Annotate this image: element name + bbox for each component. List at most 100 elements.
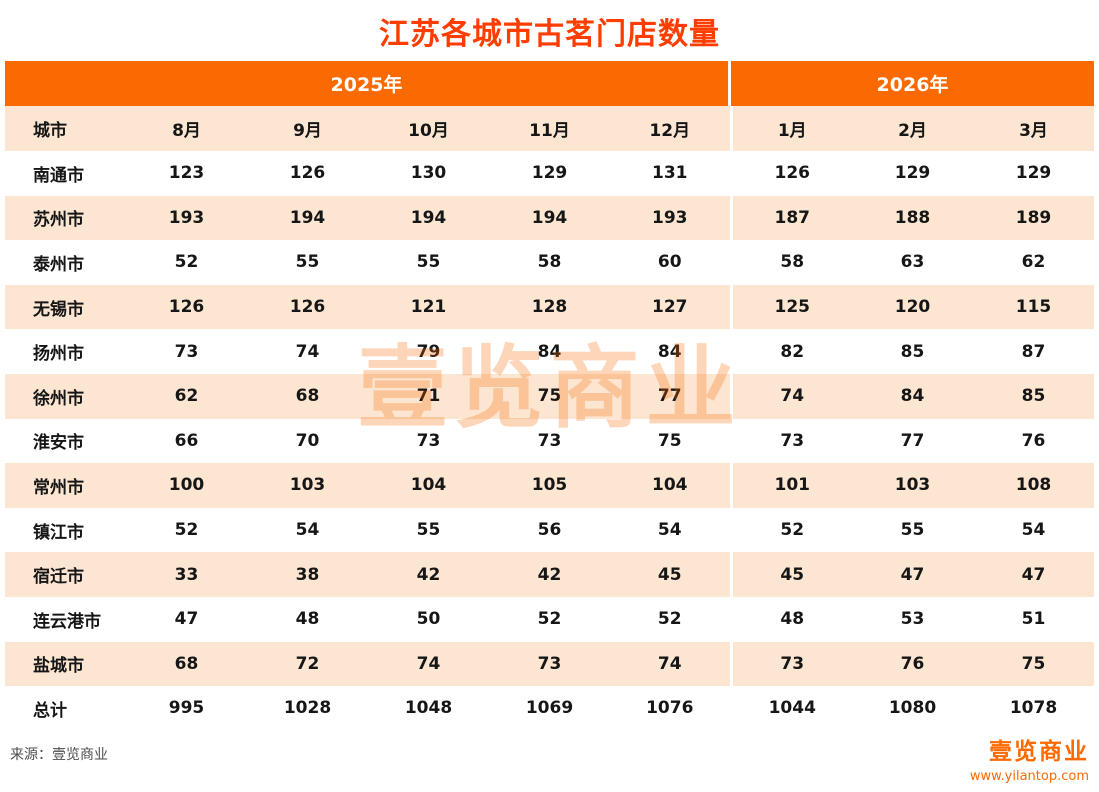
value-cell: 126 [774, 163, 811, 184]
value-cell: 104 [410, 475, 447, 496]
value-cell: 54 [610, 507, 733, 553]
value-cell: 194 [531, 207, 568, 228]
value-cell: 126 [289, 163, 326, 184]
value-cell: 66 [174, 430, 199, 451]
value-cell: 103 [289, 475, 326, 496]
value-cell: 1044 [768, 698, 816, 719]
column-header-month: 11月 [489, 106, 610, 151]
value-cell: 58 [780, 252, 805, 273]
value-cell: 84 [610, 329, 733, 374]
value-cell: 73 [537, 430, 562, 451]
value-cell: 62 [174, 386, 199, 407]
value-cell: 74 [610, 641, 733, 687]
value-cell: 84 [537, 341, 562, 362]
value-cell: 131 [610, 151, 733, 196]
table-head: 城市 8月 9月 10月 11月 12月 1月 2月 3月 [5, 106, 1094, 151]
value-cell: 127 [610, 284, 733, 330]
value-cell: 85 [900, 341, 925, 362]
value-cell: 73 [780, 430, 805, 451]
column-header-month: 9月 [247, 106, 368, 151]
table-body: 南通市 123 126 130 129 131 126 129 129 苏州市 193 194 194 1… [5, 151, 1094, 731]
column-header-month: 10月 [368, 106, 489, 151]
value-cell: 52 [537, 609, 562, 630]
data-table: 城市 8月 9月 10月 11月 12月 1月 2月 3月 南通市 123 126 130 129 131… [5, 106, 1094, 731]
value-cell: 73 [174, 341, 199, 362]
value-cell: 77 [900, 430, 925, 451]
page-title: 江苏各城市古茗门店数量 [379, 17, 720, 52]
value-cell: 47 [1021, 564, 1046, 585]
value-cell: 42 [416, 564, 441, 585]
value-cell: 52 [610, 596, 733, 642]
yilan-logo: 壹览商业 www.yilantop.com [970, 732, 1089, 784]
value-cell: 62 [1021, 252, 1046, 273]
column-header-month: 1月 [731, 106, 852, 151]
value-cell: 188 [894, 207, 931, 228]
value-cell: 74 [416, 653, 441, 674]
value-cell: 75 [1021, 653, 1046, 674]
total-label-cell: 总计 [33, 700, 67, 721]
value-cell: 995 [168, 698, 205, 719]
year-2026-header: 2026年 [876, 74, 949, 96]
column-header-city: 城市 [5, 106, 126, 151]
value-cell: 193 [610, 195, 733, 241]
value-cell: 75 [537, 386, 562, 407]
value-cell: 189 [1015, 207, 1052, 228]
value-cell: 103 [894, 475, 931, 496]
value-cell: 1078 [1009, 698, 1058, 719]
value-cell: 76 [900, 653, 925, 674]
city-cell: 连云港市 [33, 611, 101, 632]
value-cell: 51 [1021, 609, 1046, 630]
value-cell: 193 [168, 207, 205, 228]
value-cell: 60 [610, 240, 733, 285]
value-cell: 123 [168, 163, 205, 184]
column-header-month: 3月 [973, 106, 1094, 151]
value-cell: 125 [774, 297, 811, 318]
value-cell: 72 [295, 653, 320, 674]
value-cell: 74 [295, 341, 320, 362]
value-cell: 45 [610, 552, 733, 597]
value-cell: 63 [900, 252, 925, 273]
value-cell: 85 [1021, 386, 1046, 407]
value-cell: 121 [410, 297, 447, 318]
table-row: 镇江市 52 54 55 56 54 52 55 54 [5, 507, 1094, 553]
value-cell: 52 [174, 252, 199, 273]
value-cell: 77 [610, 373, 733, 419]
value-cell: 73 [537, 653, 562, 674]
value-cell: 101 [774, 475, 811, 496]
value-cell: 48 [295, 609, 320, 630]
value-cell: 58 [537, 252, 562, 273]
value-cell: 115 [1015, 297, 1052, 318]
value-cell: 54 [295, 520, 320, 541]
value-cell: 1076 [610, 686, 733, 731]
table-row: 苏州市 193 194 194 194 193 187 188 189 [5, 195, 1094, 241]
value-cell: 53 [900, 609, 925, 630]
value-cell: 82 [780, 341, 805, 362]
table-row: 泰州市 52 55 55 58 60 58 63 62 [5, 240, 1094, 285]
table-row: 连云港市 47 48 50 52 52 48 53 51 [5, 596, 1094, 642]
value-cell: 55 [900, 520, 925, 541]
value-cell: 52 [174, 520, 199, 541]
value-cell: 75 [610, 418, 733, 464]
value-cell: 100 [168, 475, 205, 496]
value-cell: 48 [780, 609, 805, 630]
value-cell: 42 [537, 564, 562, 585]
city-cell: 淮安市 [33, 433, 84, 454]
value-cell: 47 [900, 564, 925, 585]
value-cell: 187 [774, 207, 811, 228]
value-cell: 1048 [404, 698, 453, 719]
table-row: 徐州市 62 68 71 75 77 74 84 85 [5, 373, 1094, 419]
table-row: 常州市 100 103 104 105 104 101 103 108 [5, 463, 1094, 508]
value-cell: 70 [295, 430, 320, 451]
value-cell: 129 [1015, 163, 1052, 184]
value-cell: 108 [1015, 475, 1052, 496]
year-header-row: 2025年 2026年 [5, 61, 1094, 106]
column-header-month: 12月 [610, 106, 733, 151]
store-count-table: 2025年 2026年 城市 8月 9月 10月 11月 12月 1月 2月 3月 南通市 123… [5, 61, 1094, 731]
source-note: 来源：壹览商业 [10, 747, 108, 763]
value-cell: 55 [416, 520, 441, 541]
city-cell: 盐城市 [33, 656, 84, 677]
city-cell: 宿迁市 [33, 567, 84, 588]
value-cell: 55 [295, 252, 320, 273]
yilan-logo-url: www.yilantop.com [969, 769, 1089, 784]
table-row: 盐城市 68 72 74 73 74 73 76 75 [5, 641, 1094, 687]
